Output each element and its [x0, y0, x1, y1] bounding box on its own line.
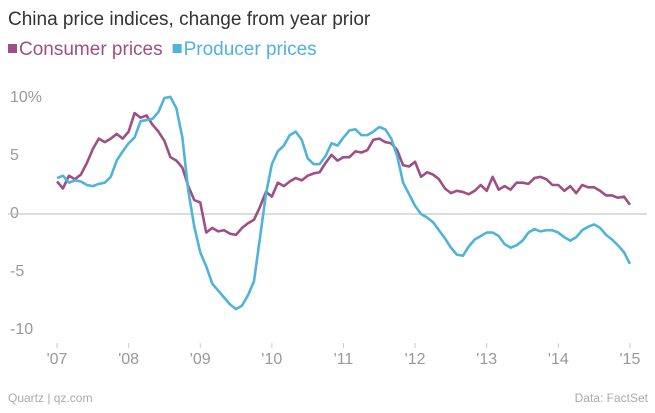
- y-tick-label: -5: [10, 263, 24, 280]
- x-tick-label: '14: [548, 351, 569, 368]
- legend-swatch: [8, 44, 17, 53]
- y-tick-label: 10%: [10, 89, 42, 106]
- x-tick-label: '08: [118, 351, 139, 368]
- x-tick-label: '15: [620, 351, 641, 368]
- series-line: [56, 95, 632, 311]
- y-tick-label: 5: [10, 147, 19, 164]
- legend-label: Consumer prices: [19, 39, 163, 60]
- series-line: [56, 111, 631, 237]
- x-tick-label: '07: [47, 351, 68, 368]
- y-tick-label: -10: [10, 321, 33, 338]
- x-tick-label: '13: [476, 351, 497, 368]
- x-tick-label: '11: [334, 351, 354, 368]
- x-tick-label: '12: [405, 351, 426, 368]
- legend-label: Producer prices: [184, 39, 317, 60]
- credit: Quartz | qz.com: [8, 391, 92, 405]
- chart-title: China price indices, change from year pr…: [8, 9, 371, 30]
- source: Data: FactSet: [575, 391, 649, 405]
- legend-swatch: [172, 44, 182, 53]
- x-tick-label: '09: [190, 351, 211, 368]
- x-tick-label: '10: [261, 351, 282, 368]
